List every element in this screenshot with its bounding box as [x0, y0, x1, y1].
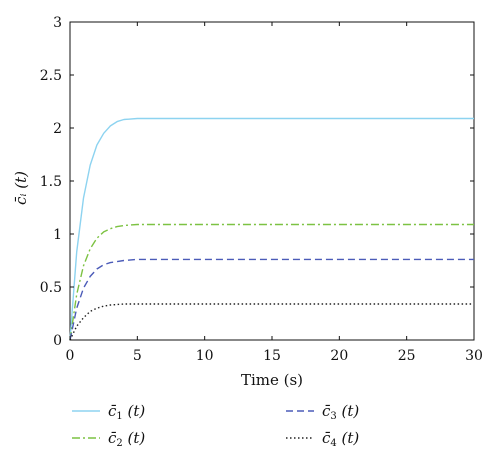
legend-label-4: c̄4 (t): [322, 429, 359, 449]
legend-label-3: c̄3 (t): [322, 402, 359, 422]
y-tick-label: 1: [53, 227, 62, 243]
x-tick-label: 0: [66, 348, 75, 364]
legend-label-1: c̄1 (t): [108, 402, 145, 422]
x-tick-label: 25: [398, 348, 416, 364]
x-tick-label: 20: [330, 348, 348, 364]
x-tick-label: 15: [263, 348, 281, 364]
y-tick-label: 0: [53, 333, 62, 349]
plot-area: [69, 21, 475, 341]
x-axis-title: Time (s): [241, 371, 303, 389]
x-tick-label: 30: [465, 348, 483, 364]
series-layer: [69, 117, 474, 341]
series-line-3: [69, 258, 474, 341]
y-tick-label: 1.5: [40, 174, 62, 190]
series-line-1: [69, 117, 474, 341]
y-tick-label: 2: [53, 121, 62, 137]
plot-frame: [69, 21, 475, 341]
y-tick-label: 2.5: [40, 68, 62, 84]
series-line-2: [69, 223, 474, 341]
series-line-4: [69, 303, 474, 341]
legend: c̄1 (t) c̄3 (t) c̄2 (t) c̄4 (t): [72, 402, 359, 449]
legend-label-2: c̄2 (t): [108, 429, 145, 449]
x-tick-label: 5: [133, 348, 142, 364]
y-axis-title: c̄ᵢ (t): [12, 171, 30, 205]
tick-layer: 0 5 10 15 20 25 30 0 0.5 1 1.5 2 2.5 3: [40, 15, 483, 364]
x-tick-label: 10: [196, 348, 214, 364]
y-tick-label: 3: [53, 15, 62, 31]
y-tick-label: 0.5: [40, 280, 62, 296]
